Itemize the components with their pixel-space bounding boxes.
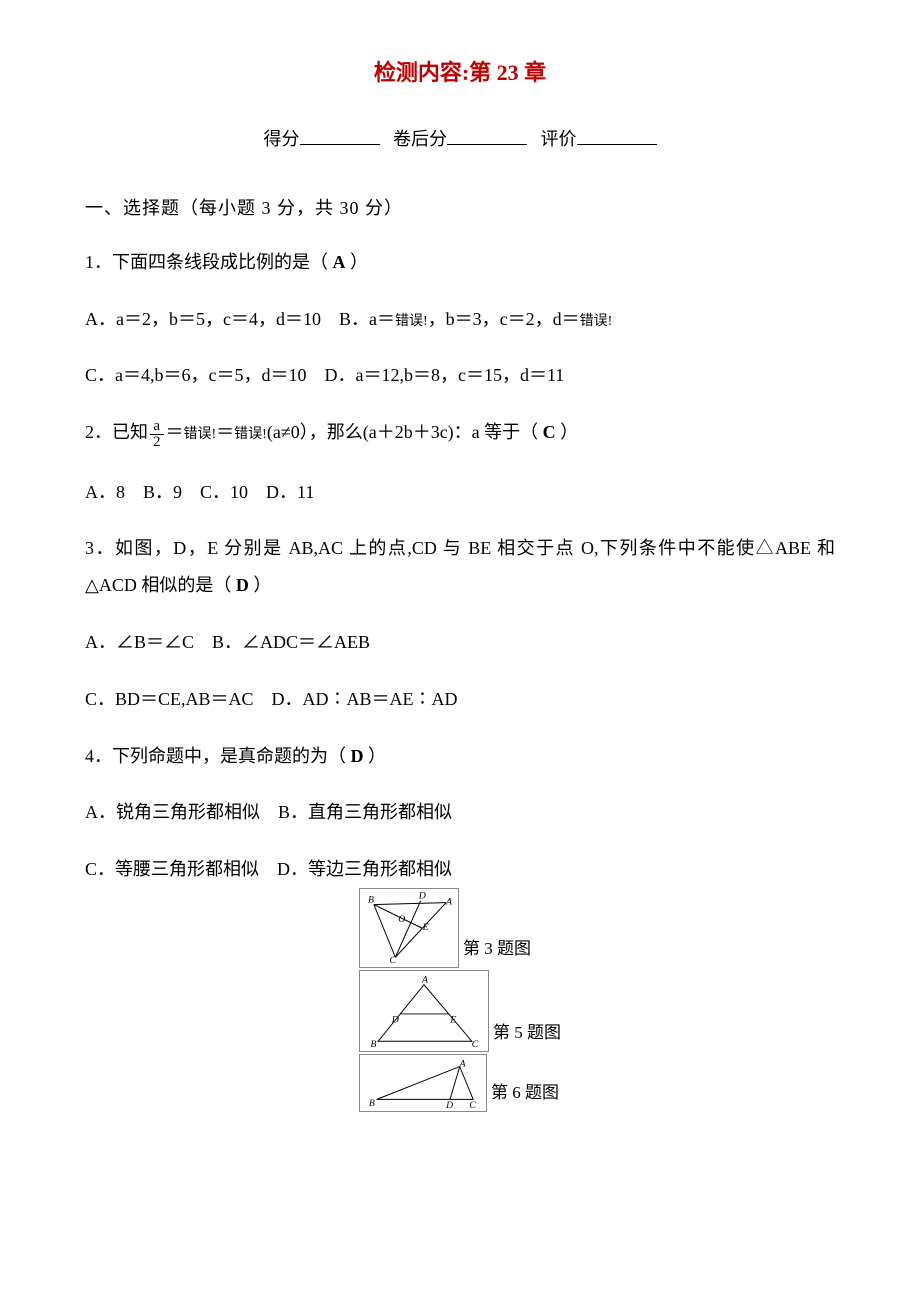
score-blank-2[interactable] [447, 127, 527, 145]
figure-3-row: B D A O E C 第 3 题图 [359, 888, 561, 968]
q3-options-row1: A．∠B＝∠C B．∠ADC＝∠AEB [85, 628, 835, 657]
q2-frac-bot: 2 [150, 435, 164, 450]
figure-6-label: 第 6 题图 [487, 1079, 559, 1112]
q3-answer: D [236, 575, 249, 595]
figure-wrap: B D A O E C 第 3 题图 A D E B C [359, 888, 561, 1114]
q1-err-1: 错误! [395, 314, 428, 329]
q2-frac-top: a [150, 419, 164, 435]
q4-close: ） [364, 746, 387, 766]
q4-stem: 4．下列命题中，是真命题的为（ [85, 746, 351, 766]
q3-line2-pre: △ACD 相似的是（ [85, 575, 236, 595]
fig6-label-c: C [469, 1100, 476, 1111]
page-title: 检测内容:第 23 章 [85, 55, 835, 90]
q2-pre: 2．已知 [85, 422, 148, 442]
q1-stem: 1．下面四条线段成比例的是（ [85, 252, 333, 272]
q3-options-row2: C．BD＝CE,AB＝AC D．AD∶AB＝AE∶AD [85, 685, 835, 714]
q2-eq1: ＝ [166, 422, 184, 442]
q1-close: ） [346, 252, 369, 272]
q2-eq2: ＝ [216, 422, 234, 442]
score-label-1: 得分 [264, 129, 300, 149]
question-1: 1．下面四条线段成比例的是（ A ） [85, 248, 835, 277]
q1-options-row2: C．a＝4,b＝6，c＝5，d＝10 D．a＝12,b＝8，c＝15，d＝11 [85, 361, 835, 390]
q1-opt-a-mid: ，b＝3，c＝2，d＝ [428, 309, 580, 329]
q1-options-row1: A．a＝2，b＝5，c＝4，d＝10 B．a＝错误!，b＝3，c＝2，d＝错误! [85, 305, 835, 334]
q2-close: ） [556, 422, 579, 442]
figure-3-svg: B D A O E C [359, 888, 459, 968]
q2-answer: C [543, 422, 556, 442]
question-3-line1: 3．如图，D，E 分别是 AB,AC 上的点,CD 与 BE 相交于点 O,下列… [85, 534, 835, 563]
figure-5-svg: A D E B C [359, 970, 489, 1052]
score-blank-1[interactable] [300, 127, 380, 145]
fig3-label-d: D [418, 891, 426, 902]
question-4: 4．下列命题中，是真命题的为（ D ） [85, 742, 835, 771]
score-label-2: 卷后分 [393, 129, 447, 149]
fig3-label-b: B [368, 895, 374, 906]
figure-3-label: 第 3 题图 [459, 935, 531, 968]
q3-close: ） [249, 575, 272, 595]
q2-fraction: a2 [150, 419, 164, 450]
figure-6-svg: A B D C [359, 1054, 487, 1112]
question-3-line2: △ACD 相似的是（ D ） [85, 571, 835, 600]
q4-options-row1: A．锐角三角形都相似 B．直角三角形都相似 [85, 798, 835, 827]
q4-options-row2: C．等腰三角形都相似 D．等边三角形都相似 [85, 855, 835, 884]
figure-block: B D A O E C 第 3 题图 A D E B C [85, 888, 835, 1121]
fig3-label-a: A [445, 897, 452, 908]
fig5-label-a: A [421, 975, 428, 986]
q2-options: A．8 B．9 C．10 D．11 [85, 478, 835, 507]
q2-tail: (a≠0），那么(a＋2b＋3c)：a 等于（ [267, 422, 543, 442]
score-blank-3[interactable] [577, 127, 657, 145]
q1-answer: A [333, 252, 346, 272]
q1-err-2: 错误! [580, 314, 613, 329]
figure-6-row: A B D C 第 6 题图 [359, 1054, 561, 1112]
fig6-label-b: B [369, 1098, 375, 1109]
score-line: 得分 卷后分 评价 [85, 125, 835, 154]
figure-5-label: 第 5 题图 [489, 1019, 561, 1052]
score-label-3: 评价 [541, 129, 577, 149]
question-2: 2．已知a2＝错误!＝错误!(a≠0），那么(a＋2b＋3c)：a 等于（ C … [85, 418, 835, 449]
figure-5-row: A D E B C 第 5 题图 [359, 970, 561, 1052]
fig5-label-c: C [472, 1039, 479, 1050]
fig6-label-d: D [445, 1100, 453, 1111]
q2-err-2: 错误! [234, 427, 267, 442]
q2-err-1: 错误! [184, 427, 217, 442]
section-1-heading: 一、选择题（每小题 3 分，共 30 分） [85, 194, 835, 223]
fig5-label-b: B [370, 1039, 376, 1050]
q4-answer: D [351, 746, 364, 766]
q1-opt-a-pre: A．a＝2，b＝5，c＝4，d＝10 B．a＝ [85, 309, 395, 329]
